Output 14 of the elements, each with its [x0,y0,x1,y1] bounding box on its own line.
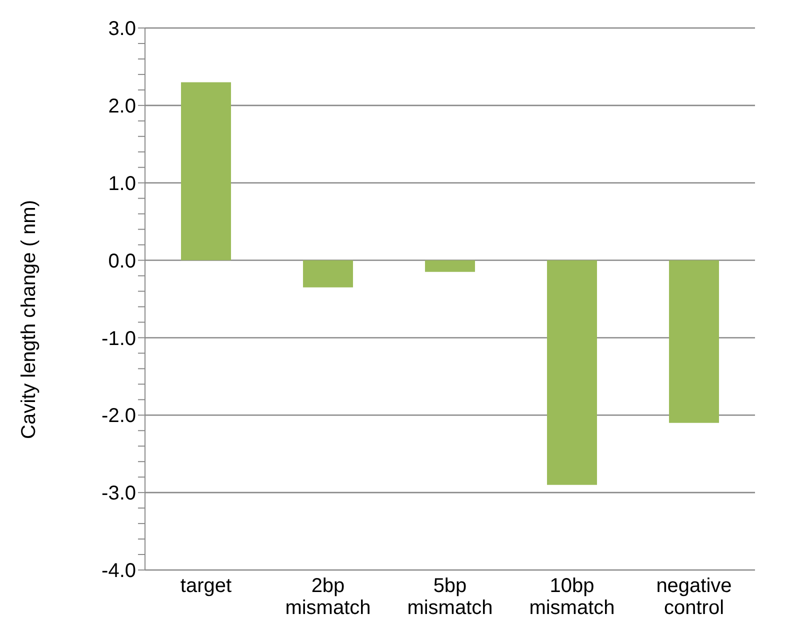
y-tick-label: -3.0 [102,482,136,505]
x-tick-label: 2bp mismatch [285,575,371,619]
y-tick-label: -4.0 [102,560,136,582]
x-tick-label: negative control [656,575,732,619]
x-tick-label: target [180,575,232,597]
y-tick-label: -2.0 [102,405,136,428]
y-tick-label: 2.0 [108,96,136,118]
y-tick-label: 0.0 [108,250,136,272]
y-tick-label: -1.0 [102,328,136,350]
y-tick-label: 1.0 [108,172,136,195]
y-tick-label: 3.0 [108,18,136,40]
x-tick-label: 5bp mismatch [407,575,493,619]
x-tick-label: 10bp mismatch [529,575,615,619]
y-axis-title: Cavity length change ( nm) [18,200,40,439]
